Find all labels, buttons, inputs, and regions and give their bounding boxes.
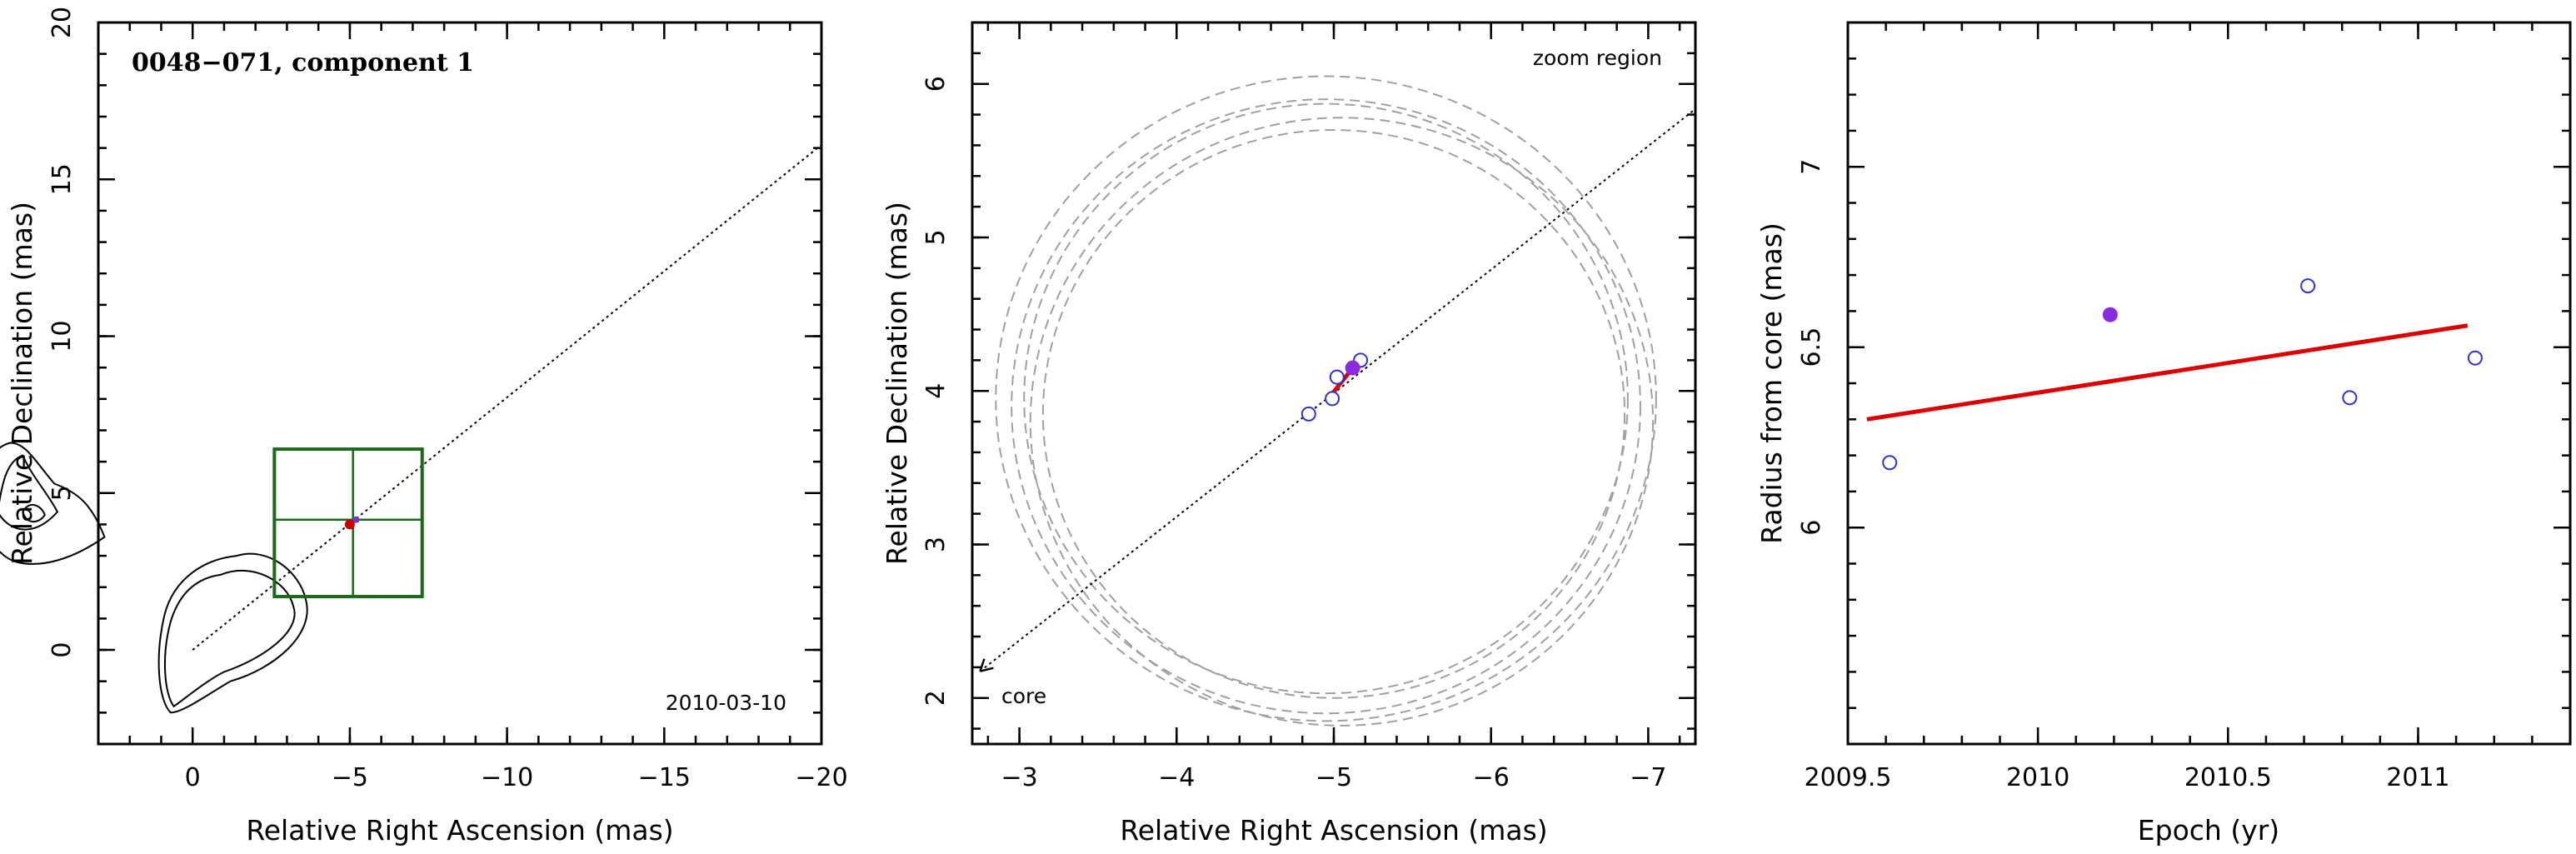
panel1-overlay [192, 144, 822, 651]
panel1-date: 2010-03-10 [666, 691, 786, 715]
component-marker [344, 519, 355, 530]
contour-component [0, 442, 106, 565]
panel2-xlabel: Relative Right Ascension (mas) [1120, 814, 1547, 847]
p3-xtick-label: 2010 [2006, 763, 2069, 792]
epoch-point-open [1329, 369, 1345, 385]
epoch-point-open [1300, 406, 1316, 422]
beam-circle [1011, 98, 1641, 715]
panel2-ticks: −3 −4 −5 −6 −7 2 3 4 5 6 [921, 21, 1695, 792]
panel1-title: 0048−071, component 1 [132, 48, 474, 77]
p1-ytick-label: 0 [47, 642, 77, 657]
epoch-point-open [2342, 390, 2358, 406]
beam-circle [1023, 102, 1629, 695]
contour-map [0, 442, 308, 714]
contour-component [0, 454, 59, 531]
p1-xtick-label: 0 [185, 763, 201, 792]
p2-ytick-label: 2 [921, 690, 951, 706]
beam-circle [995, 75, 1657, 722]
p3-ytick-label: 7 [1797, 159, 1826, 175]
p1-ytick-label: 5 [47, 485, 77, 501]
panel3-xlabel: Epoch (yr) [2138, 814, 2279, 847]
p1-ytick-label: 10 [47, 320, 77, 352]
panel3-ticks: 2009.5 2010 2010.5 2011 6 6.5 7 [1797, 21, 2572, 792]
p1-xtick-label: −10 [481, 763, 533, 792]
panel3-frame [1846, 21, 2572, 746]
p2-xtick-label: −7 [1630, 763, 1666, 792]
epoch-point-open [1325, 391, 1340, 407]
panel1-ylabel: Relative Declination (mas) [6, 202, 38, 565]
panel2-ylabel: Relative Declination (mas) [881, 202, 913, 565]
p2-ytick-label: 4 [921, 383, 951, 399]
panel1-ticks: 0 −5 −10 −15 −20 0 5 10 15 20 [47, 7, 848, 792]
p2-xtick-label: −4 [1158, 763, 1195, 792]
p1-ytick-label: 20 [47, 7, 77, 38]
beam-circle [1041, 128, 1626, 699]
p1-xtick-label: −5 [332, 763, 368, 792]
p3-xtick-label: 2009.5 [1805, 763, 1892, 792]
epoch-point-open [1882, 455, 1898, 471]
panel-contour-map: 0 −5 −10 −15 −20 0 5 10 15 20 0048−071, component… [0, 7, 848, 847]
p2-xtick-label: −5 [1315, 763, 1352, 792]
beam-circle [1029, 117, 1655, 727]
epoch-point-open [2467, 350, 2483, 366]
p3-xtick-label: 2011 [2386, 763, 2449, 792]
p2-ytick-label: 3 [921, 537, 951, 552]
p2-xtick-label: −6 [1473, 763, 1510, 792]
p2-xtick-label: −3 [1001, 763, 1037, 792]
jet-direction-line [192, 144, 822, 651]
p1-ytick-label: 15 [47, 163, 77, 195]
panel2-plot [979, 75, 1695, 727]
component-marker-epoch [352, 516, 360, 523]
epoch-point-filled [1345, 360, 1360, 376]
core-direction-line [979, 108, 1695, 672]
core-arrow [979, 658, 994, 672]
panel-radius-vs-epoch: 2009.5 2010 2010.5 2011 6 6.5 7 Epoch (yr) Rad… [1755, 21, 2572, 847]
p1-xtick-label: −15 [638, 763, 691, 792]
epoch-point-open [2300, 278, 2316, 294]
epoch-point-filled [2102, 307, 2118, 322]
zoom-region-label: zoom region [1533, 46, 1662, 70]
p1-xtick-label: −20 [795, 763, 847, 792]
p3-ytick-label: 6.5 [1797, 327, 1826, 367]
panel1-frame [97, 21, 823, 746]
p2-ytick-label: 6 [921, 76, 951, 92]
panel-zoom-region: −3 −4 −5 −6 −7 2 3 4 5 6 zoom region core Relativ… [881, 21, 1697, 847]
contour-jet [157, 552, 308, 714]
p3-xtick-label: 2010.5 [2184, 763, 2272, 792]
core-label: core [1001, 684, 1046, 708]
p3-ytick-label: 6 [1797, 520, 1826, 536]
panel1-xlabel: Relative Right Ascension (mas) [246, 814, 673, 847]
p2-ytick-label: 5 [921, 229, 951, 245]
panel3-plot [1866, 278, 2483, 471]
zoom-box [272, 447, 424, 599]
panel3-ylabel: Radius from core (mas) [1755, 222, 1788, 544]
contour-component [22, 503, 46, 523]
fit-line [1866, 323, 2469, 422]
